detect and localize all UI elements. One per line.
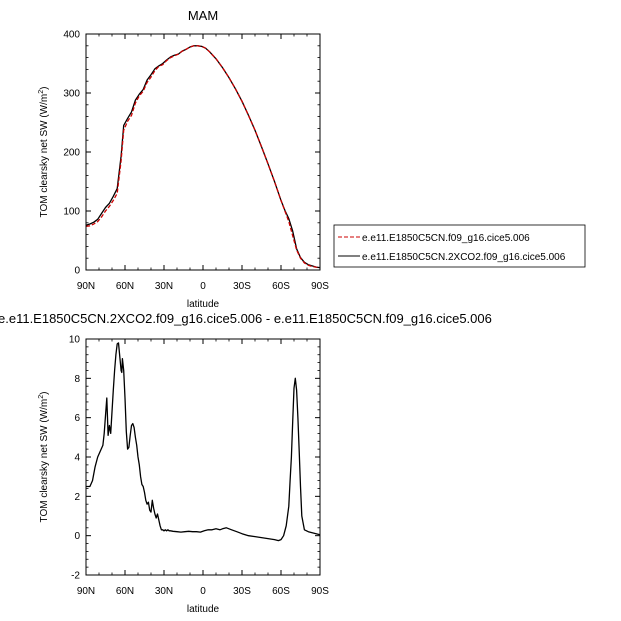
top-panel: MAM 90N 60N 30N 0 30S 60S 90S 0 100 200 300 400 la… bbox=[38, 8, 329, 310]
top-xtick-label: 30N bbox=[155, 281, 173, 292]
legend: e.e11.E1850C5CN.f09_g16.cice5.006 e.e11.… bbox=[333, 224, 586, 268]
bottom-ytick-label: 2 bbox=[74, 492, 80, 503]
legend-label-2xco2: e.e11.E1850C5CN.2XCO2.f09_g16.cice5.006 bbox=[362, 252, 566, 263]
bottom-y-axis-label-sup: 2 bbox=[38, 395, 45, 399]
bottom-xtick-label: 30S bbox=[233, 586, 251, 597]
bottom-xtick-label: 90N bbox=[77, 586, 95, 597]
bottom-x-tick-labels: 90N 60N 30N 0 30S 60S 90S bbox=[77, 586, 329, 597]
top-y-axis-label-sup: 2 bbox=[38, 90, 45, 94]
bottom-chart-title: e.e11.E1850C5CN.2XCO2.f09_g16.cice5.006 … bbox=[0, 311, 492, 326]
bottom-xtick-label: 0 bbox=[200, 586, 206, 597]
top-ytick-label: 0 bbox=[74, 266, 80, 277]
bottom-panel: e.e11.E1850C5CN.2XCO2.f09_g16.cice5.006 … bbox=[0, 311, 492, 615]
top-xtick-label: 30S bbox=[233, 281, 251, 292]
top-y-axis-label-text: TOM clearsky net SW (W/m bbox=[39, 94, 50, 218]
top-ytick-label: 400 bbox=[63, 30, 80, 41]
top-xtick-label: 90S bbox=[311, 281, 329, 292]
bottom-x-axis-label: latitude bbox=[187, 604, 220, 615]
top-ytick-label: 200 bbox=[63, 148, 80, 159]
bottom-y-axis-label-close: ) bbox=[39, 392, 50, 395]
bottom-xtick-label: 60N bbox=[116, 586, 134, 597]
top-plot-frame bbox=[85, 33, 321, 271]
bottom-y-tick-labels: -2 0 2 4 6 8 10 bbox=[69, 335, 81, 582]
top-series-line-0 bbox=[85, 45, 321, 269]
bottom-xtick-label: 90S bbox=[311, 586, 329, 597]
bottom-ytick-label: -2 bbox=[71, 571, 80, 582]
top-xtick-label: 60S bbox=[272, 281, 290, 292]
bottom-y-axis-label-text: TOM clearsky net SW (W/m bbox=[39, 399, 50, 523]
top-ytick-label: 300 bbox=[63, 89, 80, 100]
legend-label-control: e.e11.E1850C5CN.f09_g16.cice5.006 bbox=[362, 233, 530, 244]
bottom-plot-frame bbox=[85, 338, 321, 576]
top-xtick-label: 0 bbox=[200, 281, 206, 292]
bottom-ytick-label: 6 bbox=[74, 413, 80, 424]
bottom-ytick-label: 8 bbox=[74, 374, 80, 385]
top-series-group bbox=[85, 45, 321, 269]
top-x-axis-label: latitude bbox=[187, 299, 220, 310]
bottom-axis-ticks bbox=[85, 338, 321, 576]
top-y-axis-label-close: ) bbox=[39, 87, 50, 90]
bottom-series-line-0 bbox=[86, 342, 321, 542]
bottom-xtick-label: 30N bbox=[155, 586, 173, 597]
bottom-ytick-label: 0 bbox=[74, 531, 80, 542]
legend-box bbox=[333, 224, 586, 268]
top-y-axis-label: TOM clearsky net SW (W/m2) bbox=[38, 87, 50, 218]
top-y-tick-labels: 0 100 200 300 400 bbox=[63, 30, 80, 277]
bottom-xtick-label: 60S bbox=[272, 586, 290, 597]
top-ytick-label: 100 bbox=[63, 207, 80, 218]
bottom-ytick-label: 10 bbox=[69, 335, 81, 346]
top-chart-title: MAM bbox=[188, 8, 218, 23]
top-x-tick-labels: 90N 60N 30N 0 30S 60S 90S bbox=[77, 281, 329, 292]
top-xtick-label: 90N bbox=[77, 281, 95, 292]
top-xtick-label: 60N bbox=[116, 281, 134, 292]
bottom-ytick-label: 4 bbox=[74, 453, 80, 464]
bottom-series-group bbox=[86, 342, 321, 542]
bottom-y-axis-label: TOM clearsky net SW (W/m2) bbox=[38, 392, 50, 523]
